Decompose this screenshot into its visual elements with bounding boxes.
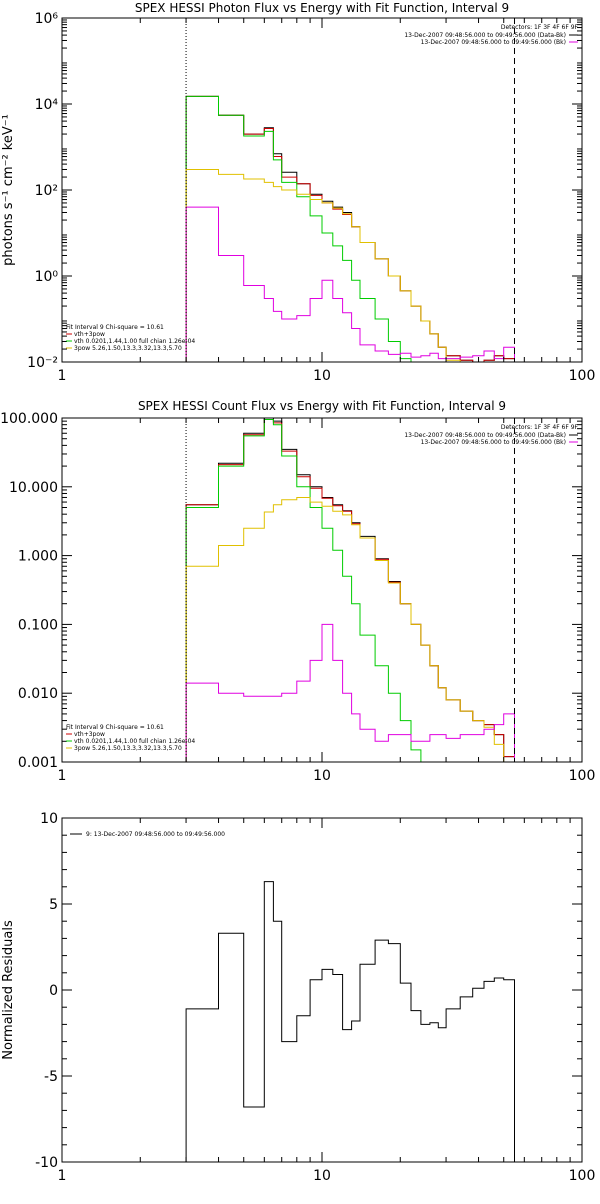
- legend-entry: vth+3pow: [74, 331, 105, 338]
- residuals-panel: Normalized Residuals 1 10 100 -10 -5 0 5 10 9: 13…: [1, 811, 595, 1184]
- photon-flux-panel: SPEX HESSI Photon Flux vs Energy with Fi…: [1, 1, 596, 384]
- series-line-vth-3pow: [185, 95, 515, 362]
- y-tick-label: 10: [40, 811, 58, 827]
- legend-entry: vth 0.0201,1.44,1.00 full chian 1.26e-04: [74, 738, 195, 745]
- dataset-label: 13-Dec-2007 09:48:56.000 to 09:49:56.000…: [421, 439, 566, 446]
- legend-entry: vth+3pow: [74, 731, 105, 738]
- y-tick-label: 0.100: [18, 617, 58, 633]
- y-tick-label: 10⁻²: [27, 355, 58, 371]
- legend-entry: 3pow 5.26,1.50,13.3,3.32,13.3,5.70: [74, 745, 182, 752]
- y-tick-label: 10⁶: [35, 11, 59, 27]
- x-tick-label: 100: [569, 368, 596, 384]
- legend-entry: 9: 13-Dec-2007 09:48:56.000 to 09:49:56.…: [86, 831, 225, 838]
- legend-entry: 3pow 5.26,1.50,13.3,3.32,13.3,5.70: [74, 345, 182, 352]
- plot-frame: [61, 417, 583, 763]
- y-tick-label: -10: [35, 1155, 58, 1171]
- series-line-bk: [185, 623, 515, 762]
- chart-title: SPEX HESSI Count Flux vs Energy with Fit…: [138, 399, 506, 413]
- x-tick-label: 1: [58, 368, 67, 384]
- x-tick-label: 10: [313, 1168, 331, 1184]
- count-flux-panel: SPEX HESSI Count Flux vs Energy with Fit…: [0, 399, 596, 784]
- dataset-label: 13-Dec-2007 09:48:56.000 to 09:49:56.000…: [421, 39, 566, 46]
- x-tick-label: 1: [58, 768, 67, 784]
- x-tick-label: 100: [569, 768, 596, 784]
- y-tick-label: 0: [49, 983, 58, 999]
- x-tick-label: 1: [58, 1168, 67, 1184]
- x-tick-label: 10: [313, 368, 331, 384]
- y-tick-label: 10²: [35, 183, 58, 199]
- series-line-3pow: [185, 169, 461, 362]
- series-group: [185, 881, 515, 1162]
- series-group: [185, 418, 515, 762]
- y-axis-label: photons s⁻¹ cm⁻² keV⁻¹: [1, 114, 16, 266]
- series-line-3pow: [185, 497, 505, 762]
- series-line-data-bk: [185, 95, 515, 362]
- dataset-label: 13-Dec-2007 09:48:56.000 to 09:49:56.000…: [404, 432, 566, 439]
- series-line-residuals: [185, 881, 515, 1162]
- series-group: [185, 95, 515, 362]
- series-line-vth-3pow: [185, 419, 515, 762]
- y-tick-label: 5: [49, 897, 58, 913]
- x-tick-label: 10: [313, 768, 331, 784]
- y-tick-label: -5: [44, 1069, 58, 1085]
- y-tick-label: 0.010: [18, 686, 58, 702]
- series-line-data-bk: [185, 418, 515, 762]
- legend-entry: Fit Interval 9 Chi-square = 10.61: [66, 324, 164, 331]
- plot-frame: [61, 817, 583, 1163]
- detectors-label: Detectors: 1F 3F 4F 6F 9F: [501, 424, 579, 431]
- legend-entry: Fit Interval 9 Chi-square = 10.61: [66, 724, 164, 731]
- y-tick-label: 10⁴: [35, 97, 59, 113]
- series-line-vth: [185, 95, 412, 362]
- y-tick-label: 1.000: [18, 549, 58, 565]
- series-line-vth: [185, 419, 422, 762]
- y-tick-label: 10.000: [9, 480, 58, 496]
- dataset-label: 13-Dec-2007 09:48:56.000 to 09:49:56.000…: [404, 32, 566, 39]
- legend-entry: vth 0.0201,1.44,1.00 full chian 1.26e-04: [74, 338, 195, 345]
- y-axis-label: Normalized Residuals: [1, 920, 16, 1060]
- chart-title: SPEX HESSI Photon Flux vs Energy with Fi…: [135, 1, 509, 15]
- x-tick-label: 100: [569, 1168, 596, 1184]
- plot-frame: [61, 17, 583, 363]
- series-line-bk: [185, 206, 515, 362]
- y-tick-label: 0.001: [18, 755, 58, 771]
- detectors-label: Detectors: 1F 3F 4F 6F 9F: [501, 24, 579, 31]
- y-tick-label: 10⁰: [35, 269, 59, 285]
- y-tick-label: 100.000: [0, 411, 58, 427]
